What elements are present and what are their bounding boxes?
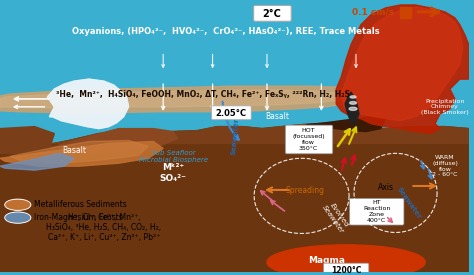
- Polygon shape: [0, 126, 55, 153]
- Text: Evolved
Seawater: Evolved Seawater: [321, 200, 351, 235]
- Text: Axis: Axis: [378, 183, 394, 192]
- Ellipse shape: [349, 107, 357, 110]
- Polygon shape: [0, 141, 163, 166]
- Text: Basalt: Basalt: [62, 146, 86, 155]
- Polygon shape: [0, 124, 469, 272]
- Text: 2°C: 2°C: [263, 9, 282, 19]
- Text: HOT
(focussed)
flow
350°C: HOT (focussed) flow 350°C: [292, 128, 325, 151]
- Text: Basalt: Basalt: [265, 112, 289, 121]
- Ellipse shape: [267, 245, 425, 275]
- Polygon shape: [0, 86, 356, 113]
- Text: WARM
(diffuse)
flow
2 - 60°C: WARM (diffuse) flow 2 - 60°C: [432, 155, 458, 177]
- Ellipse shape: [6, 213, 30, 222]
- Ellipse shape: [349, 101, 356, 104]
- Text: Magma: Magma: [308, 256, 345, 265]
- Polygon shape: [345, 92, 359, 124]
- Text: Oxyanions, (HPO₄²⁻,  HVO₄²⁻,  CrO₄²⁻, HAsO₄²⁻), REE, Trace Metals: Oxyanions, (HPO₄²⁻, HVO₄²⁻, CrO₄²⁻, HAsO…: [72, 27, 379, 36]
- FancyBboxPatch shape: [349, 198, 404, 225]
- Text: Iron-Magnesium Crusts: Iron-Magnesium Crusts: [34, 213, 122, 222]
- Text: Metalliferous Sediments: Metalliferous Sediments: [34, 200, 127, 209]
- FancyBboxPatch shape: [323, 263, 369, 275]
- Polygon shape: [10, 141, 148, 163]
- Text: Precipitation
Chimney
(Black Smoker): Precipitation Chimney (Black Smoker): [421, 98, 469, 115]
- Text: Seawater: Seawater: [231, 118, 240, 155]
- Text: ³He,  Mn²⁺,  H₄SiO₄, FeOOH, MnO₂, ΔT, CH₄, Fe²⁺, FeₓSᵧ, ²²²Rn, H₂, H₂S: ³He, Mn²⁺, H₄SiO₄, FeOOH, MnO₂, ΔT, CH₄,…: [56, 90, 350, 100]
- Polygon shape: [47, 79, 128, 129]
- Text: Spreading: Spreading: [285, 186, 324, 196]
- Text: HT
Reaction
Zone
400°C: HT Reaction Zone 400°C: [363, 200, 391, 223]
- Ellipse shape: [350, 96, 356, 98]
- Bar: [401, 7, 411, 18]
- Text: 2.05°C: 2.05°C: [216, 109, 247, 118]
- Text: 1200°C: 1200°C: [331, 266, 361, 274]
- Ellipse shape: [5, 199, 31, 210]
- Ellipse shape: [6, 200, 30, 209]
- Polygon shape: [47, 79, 128, 129]
- Polygon shape: [307, 117, 386, 131]
- Text: 0.1 cm/s: 0.1 cm/s: [352, 7, 394, 16]
- Text: Mᵏ²⁺
SO₄²⁻: Mᵏ²⁺ SO₄²⁻: [160, 163, 186, 183]
- FancyBboxPatch shape: [211, 106, 251, 120]
- FancyBboxPatch shape: [285, 125, 333, 154]
- Polygon shape: [336, 5, 469, 134]
- Polygon shape: [0, 124, 469, 153]
- FancyBboxPatch shape: [254, 6, 291, 21]
- Text: Seawater: Seawater: [395, 186, 421, 220]
- Text: H⁺, Cl⁻, Fe²⁺, Mn²⁺,
H₃SiO₄, ³He, H₂S, CH₄, CO₂, H₂,
Ca²⁺, K⁺, Li⁺, Cu²⁺, Zn²⁺, : H⁺, Cl⁻, Fe²⁺, Mn²⁺, H₃SiO₄, ³He, H₂S, C…: [46, 213, 161, 243]
- Text: Sub Seafloor
Microbial Biosphere: Sub Seafloor Microbial Biosphere: [138, 150, 208, 163]
- Ellipse shape: [5, 212, 31, 223]
- Polygon shape: [0, 153, 74, 170]
- Polygon shape: [341, 7, 463, 121]
- Polygon shape: [0, 90, 348, 108]
- Polygon shape: [20, 129, 178, 153]
